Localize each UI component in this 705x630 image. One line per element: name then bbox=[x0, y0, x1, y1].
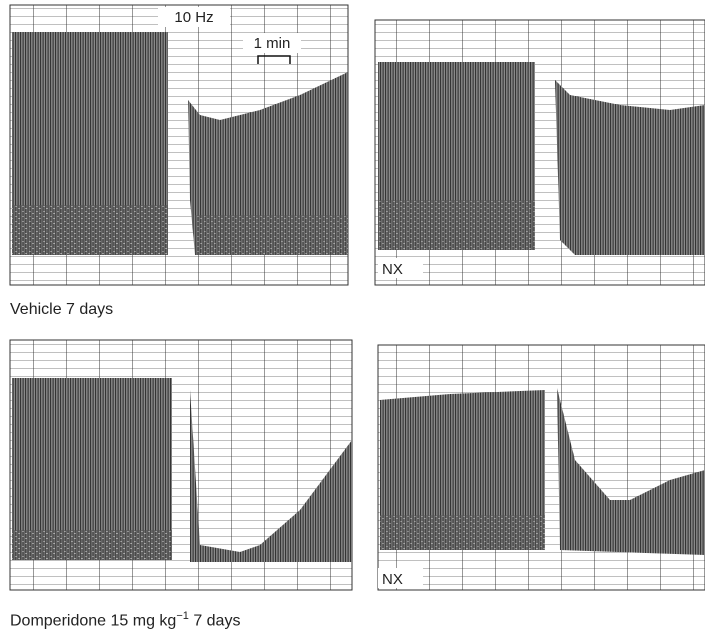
label-bg bbox=[158, 7, 230, 27]
caption-suffix: 7 days bbox=[193, 612, 241, 630]
time-label: 1 min bbox=[254, 35, 291, 52]
marker-label: NX bbox=[382, 571, 403, 588]
trace bbox=[555, 80, 705, 255]
trace-noise bbox=[380, 515, 545, 550]
trace bbox=[190, 390, 352, 562]
frequency-label: 10 Hz bbox=[174, 9, 213, 26]
caption-text: Domperidone 15 mg kg bbox=[10, 612, 177, 630]
trace-noise bbox=[195, 215, 348, 255]
trace bbox=[557, 388, 705, 555]
trace-noise bbox=[12, 205, 168, 255]
trace-noise bbox=[12, 530, 172, 560]
label-bg bbox=[243, 33, 301, 53]
time-bar bbox=[257, 55, 291, 64]
trace-noise bbox=[378, 200, 535, 250]
marker-label: NX bbox=[382, 261, 403, 278]
trace bbox=[12, 378, 172, 560]
caption-superscript: −1 bbox=[176, 610, 189, 622]
caption: Domperidone 15 mg kg−1 7 days bbox=[10, 610, 240, 630]
trace bbox=[380, 390, 545, 550]
label-bg bbox=[378, 258, 423, 278]
label-bg bbox=[378, 568, 423, 588]
caption: Vehicle 7 days bbox=[10, 301, 114, 318]
trace bbox=[188, 72, 348, 255]
